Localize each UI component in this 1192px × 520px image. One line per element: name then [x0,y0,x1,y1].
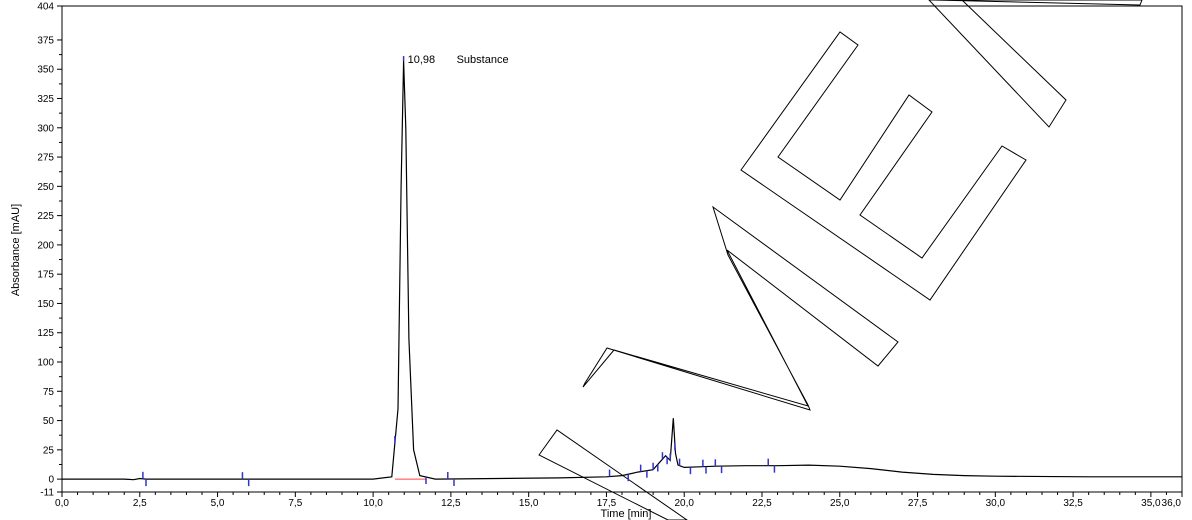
watermark-outline [582,205,899,411]
y-tick-label: 100 [37,358,54,369]
mei-watermark [538,0,1143,520]
y-tick-label: 150 [37,299,54,310]
x-tick-label: 32,5 [1063,498,1083,509]
x-tick-label: 20,0 [674,498,694,509]
x-tick-label: 30,0 [986,498,1006,509]
chromatogram-trace [62,60,1182,481]
x-tick-label: 5,0 [211,498,225,509]
x-tick-label: 36,0 [1162,498,1182,509]
x-tick-label: 0,0 [55,498,69,509]
peak-name: Substance [457,54,509,66]
y-tick-label: 0 [48,475,54,486]
y-tick-label: 325 [37,94,54,105]
y-tick-label: 404 [37,2,54,13]
y-tick-label: 225 [37,211,54,222]
watermark-outline [933,0,1143,6]
y-tick-label: 50 [43,416,55,427]
x-tick-label: 15,0 [519,498,539,509]
y-tick-label: 75 [43,387,55,398]
x-tick-label: 25,0 [830,498,850,509]
y-tick-label: 125 [37,328,54,339]
x-tick-label: 35,0 [1141,498,1161,509]
x-tick-label: 17,5 [597,498,617,509]
x-tick-label: 12,5 [441,498,461,509]
x-axis: 0,0 2,5 5,0 7,5 10,0 12,5 15,0 17,5 20,0 22,5 25,0… [55,492,1183,509]
y-tick-label: 350 [37,65,54,76]
watermark-outline [740,31,1027,301]
y-axis: -11 0 25 50 75 100 125 150 175 200 225 250 275 300 325… [37,2,62,499]
y-tick-label: 250 [37,182,54,193]
x-tick-label: 2,5 [133,498,147,509]
plot-area-frame [61,5,1183,493]
watermark-outline [928,0,1067,128]
y-tick-label: 375 [37,35,54,46]
x-tick-label: 10,0 [363,498,383,509]
x-tick-label: 27,5 [908,498,928,509]
watermark-outline [538,429,688,520]
x-tick-label: 22,5 [752,498,772,509]
y-tick-label: -11 [40,488,54,499]
y-axis-label: Absorbance [mAU] [10,204,22,296]
y-tick-label: 175 [37,270,54,281]
y-tick-label: 25 [43,445,55,456]
x-tick-label: 7,5 [288,498,302,509]
y-tick-label: 200 [37,240,54,251]
y-tick-label: 300 [37,123,54,134]
peak-retention-time: 10,98 [408,54,436,66]
x-axis-label: Time [min] [601,508,652,520]
y-tick-label: 275 [37,153,54,164]
